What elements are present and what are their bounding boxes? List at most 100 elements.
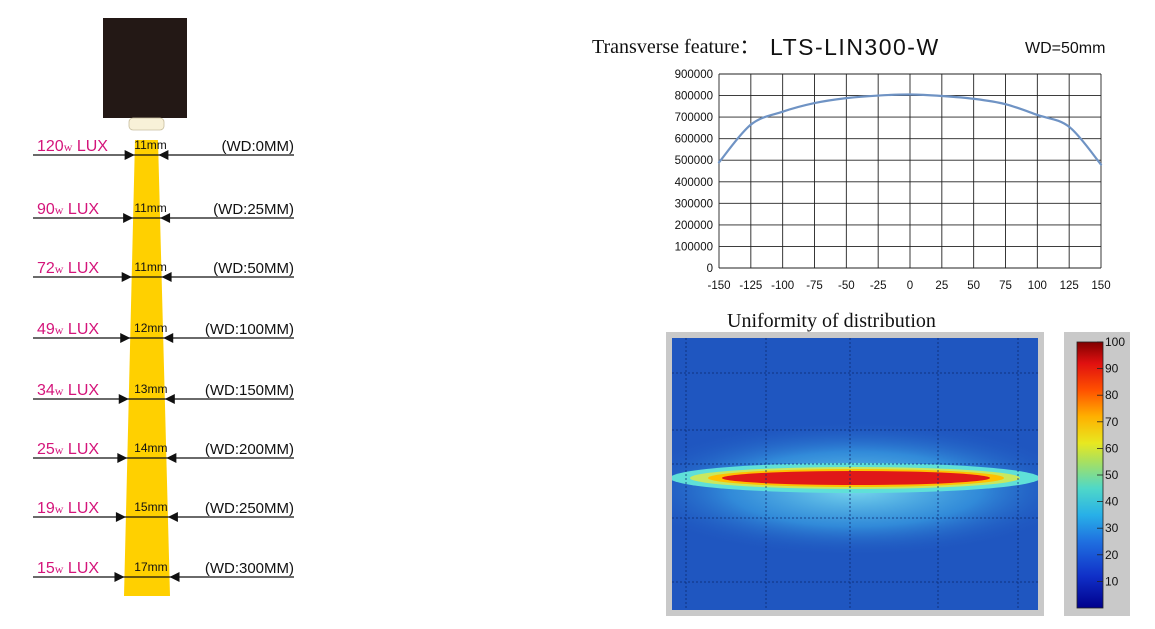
y-tick-label: 300000 xyxy=(675,198,713,210)
arrow-left-icon xyxy=(166,453,177,463)
line-chart-title-model: LTS-LIN300-W xyxy=(770,34,940,60)
x-tick-label: -150 xyxy=(707,280,730,292)
lux-value: 15 xyxy=(37,560,55,577)
lux-label: 120w LUX xyxy=(37,138,108,155)
arrow-right-icon xyxy=(118,394,129,404)
colorbar-tick-label: 50 xyxy=(1105,468,1119,482)
arrow-right-icon xyxy=(115,512,126,522)
x-tick-label: -50 xyxy=(838,280,855,292)
line-chart-title-wd: WD=50mm xyxy=(1025,40,1105,57)
y-tick-label: 600000 xyxy=(675,134,713,146)
colorbar-tick-label: 80 xyxy=(1105,388,1119,402)
light-beam xyxy=(124,140,170,596)
lux-label: 90w LUX xyxy=(37,201,99,218)
colorbar-tick-label: 100 xyxy=(1105,335,1125,349)
beam-row: 72w LUX 11mm (WD:50MM) xyxy=(33,260,294,282)
series-point xyxy=(972,97,975,100)
lux-unit-w: w xyxy=(55,323,64,337)
lux-unit: LUX xyxy=(72,138,108,155)
colorbar-tick-label: 10 xyxy=(1105,574,1119,588)
beam-width-label: 17mm xyxy=(134,560,167,574)
beam-width-label: 11mm xyxy=(134,201,166,215)
arrow-left-icon xyxy=(158,150,169,160)
beam-width-label: 14mm xyxy=(134,441,167,455)
colorbar-tick-label: 30 xyxy=(1105,521,1119,535)
light-head-body xyxy=(103,18,187,118)
x-tick-label: -75 xyxy=(806,280,823,292)
colorbar-tick-label: 70 xyxy=(1105,415,1119,429)
lux-unit-w: w xyxy=(64,140,73,154)
line-chart-y-ticks: 0 100000 200000 300000 400000 500000 600000 700… xyxy=(675,69,713,275)
x-tick-label: 0 xyxy=(907,280,913,292)
beam-row: 120w LUX 11mm (WD:0MM) xyxy=(33,138,294,160)
lux-unit: LUX xyxy=(63,560,99,577)
y-tick-label: 700000 xyxy=(675,112,713,124)
beam-row: 90w LUX 11mm (WD:25MM) xyxy=(33,201,294,223)
arrow-left-icon xyxy=(160,213,171,223)
heatmap-field xyxy=(672,338,1038,610)
wd-label: (WD:250MM) xyxy=(205,500,294,517)
heatmap-title: Uniformity of distribution xyxy=(727,310,936,332)
lux-unit: LUX xyxy=(63,260,99,277)
series-point xyxy=(940,94,944,98)
lux-unit: LUX xyxy=(63,382,99,399)
arrow-left-icon xyxy=(167,512,178,522)
x-tick-label: 125 xyxy=(1060,280,1079,292)
lux-value: 19 xyxy=(37,500,55,517)
series-point xyxy=(813,101,816,105)
y-tick-label: 200000 xyxy=(675,220,713,232)
beam-width-label: 11mm xyxy=(134,138,166,152)
beam-width-label: 11mm xyxy=(134,260,166,274)
arrow-left-icon xyxy=(169,572,180,582)
transverse-line-chart: Transverse feature： LTS-LIN300-W WD=50mm… xyxy=(592,34,1111,292)
colorbar-tick-label: 60 xyxy=(1105,441,1119,455)
lux-unit-w: w xyxy=(55,562,64,576)
line-chart-grid xyxy=(718,73,1102,269)
beam-width-label: 12mm xyxy=(134,321,167,335)
uniformity-heatmap: Uniformity of distribution 100 90 80 70 60 50… xyxy=(666,310,1130,616)
colorbar-ticks: 100 90 80 70 60 50 40 30 20 10 xyxy=(1097,335,1125,588)
series-points xyxy=(717,93,1103,166)
heatmap-grid xyxy=(672,338,1038,610)
beam-width-label: 15mm xyxy=(134,500,167,514)
series-point xyxy=(717,161,721,164)
x-tick-label: 25 xyxy=(935,280,948,292)
y-tick-label: 500000 xyxy=(675,155,713,167)
beam-rows: 120w LUX 11mm (WD:0MM)90w LUX 11mm (WD:25MM)… xyxy=(33,138,294,582)
y-tick-label: 400000 xyxy=(675,177,713,189)
series-point xyxy=(1099,163,1103,166)
lux-label: 19w LUX xyxy=(37,500,99,517)
series-point xyxy=(876,94,880,97)
beam-width-label: 13mm xyxy=(134,382,167,396)
lux-label: 72w LUX xyxy=(37,260,99,277)
wd-label: (WD:300MM) xyxy=(205,560,294,577)
heatmap-band-red xyxy=(722,471,990,485)
lux-unit-w: w xyxy=(55,502,64,516)
lux-value: 90 xyxy=(37,201,55,218)
beam-row: 34w LUX 13mm (WD:150MM) xyxy=(33,382,294,404)
beam-row: 19w LUX 15mm (WD:250MM) xyxy=(33,500,294,522)
wd-label: (WD:50MM) xyxy=(213,260,294,277)
lux-unit: LUX xyxy=(63,201,99,218)
lux-value: 34 xyxy=(37,382,55,399)
x-tick-label: 50 xyxy=(967,280,980,292)
beam-diagram: 120w LUX 11mm (WD:0MM)90w LUX 11mm (WD:25MM)… xyxy=(33,18,294,596)
wd-label: (WD:0MM) xyxy=(222,138,294,155)
arrow-right-icon xyxy=(117,453,128,463)
lux-value: 120 xyxy=(37,138,64,155)
lux-label: 15w LUX xyxy=(37,560,99,577)
lux-unit-w: w xyxy=(55,262,64,276)
lux-label: 34w LUX xyxy=(37,382,99,399)
x-tick-label: 100 xyxy=(1028,280,1047,292)
wd-label: (WD:200MM) xyxy=(205,441,294,458)
series-point xyxy=(781,110,784,113)
x-tick-label: -25 xyxy=(870,280,887,292)
lux-unit-w: w xyxy=(55,384,64,398)
colorbar-tick-label: 90 xyxy=(1105,362,1119,376)
y-tick-label: 800000 xyxy=(675,91,713,103)
lux-unit: LUX xyxy=(63,321,99,338)
arrow-left-icon xyxy=(161,272,172,282)
lux-label: 25w LUX xyxy=(37,441,99,458)
y-tick-label: 900000 xyxy=(675,69,713,81)
beam-row: 49w LUX 12mm (WD:100MM) xyxy=(33,321,294,343)
